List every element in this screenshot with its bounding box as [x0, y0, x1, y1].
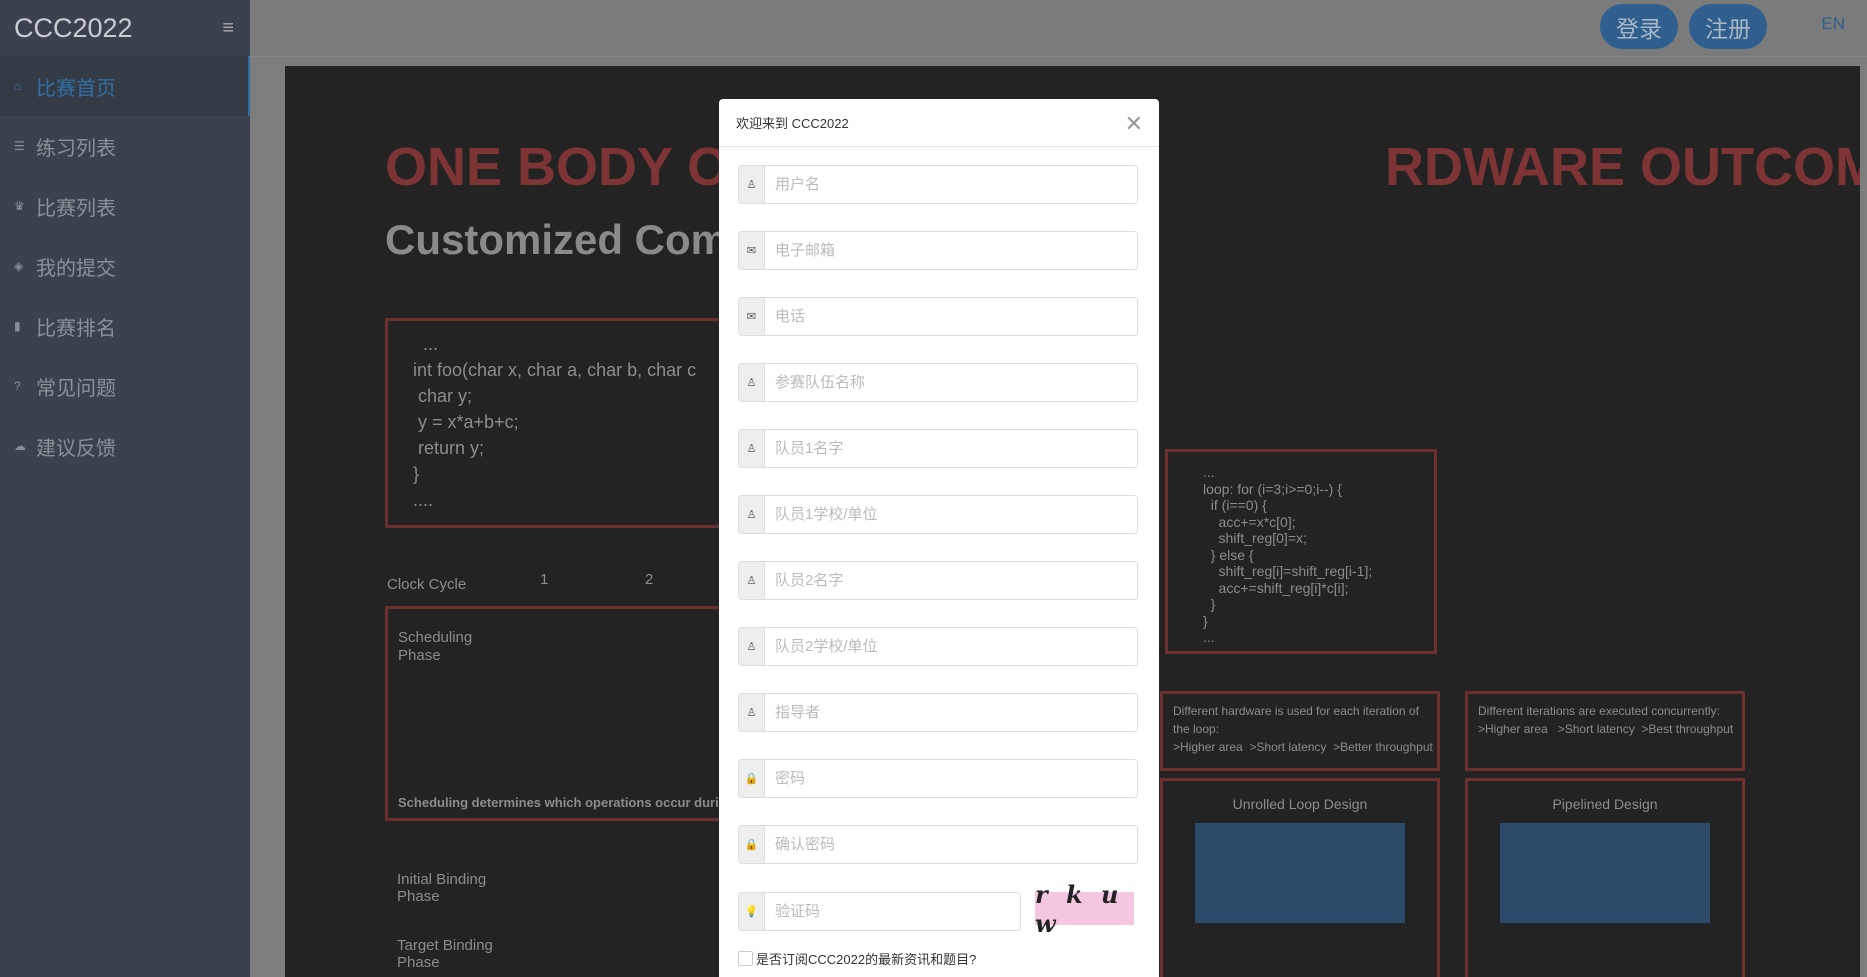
bar-chart-icon: ▮ [14, 319, 21, 333]
lightbulb-icon: 💡 [739, 893, 765, 930]
scheduling-box: Scheduling Phase Scheduling determines wh… [385, 606, 785, 821]
form-field: ✉ [738, 297, 1138, 336]
form-field: ♙ [738, 165, 1138, 204]
form-field: ♙ [738, 363, 1138, 402]
form-input[interactable] [765, 760, 1137, 797]
banner-title-right: RDWARE OUTCOMES [1385, 137, 1860, 197]
sidebar-item-label: 常见问题 [36, 377, 116, 400]
lock-icon: 🔒 [739, 760, 765, 797]
scheduling-label: Scheduling Phase [398, 629, 473, 664]
loop-code-block: ... loop: for (i=3;i>=0;i--) { if (i==0)… [1165, 449, 1437, 654]
envelope-icon: ✉ [739, 232, 765, 269]
modal-title: 欢迎来到 CCC2022 [736, 116, 849, 131]
form-input[interactable] [765, 826, 1137, 863]
form-input[interactable] [765, 562, 1137, 599]
layers-icon: ◈ [14, 259, 24, 273]
form-input[interactable] [765, 496, 1137, 533]
user-icon: ♙ [739, 166, 765, 203]
sidebar-item[interactable]: ⌂ 比赛首页 [0, 56, 250, 116]
sidebar-item-label: 比赛首页 [36, 77, 116, 100]
sidebar-item[interactable]: ♛ 比赛列表 [0, 176, 250, 236]
target-binding-label: Target Binding Phase [397, 937, 493, 971]
close-icon[interactable]: ✕ [1124, 111, 1143, 136]
divider [719, 146, 1159, 147]
lock-icon: 🔒 [739, 826, 765, 863]
trophy-icon: ♛ [14, 199, 25, 213]
logo: CCC2022 ≡ [0, 0, 250, 56]
form-input[interactable] [765, 298, 1137, 335]
subscribe-option[interactable]: 是否订阅CCC2022的最新资讯和题目? [738, 949, 976, 968]
cycle-label: 2 [645, 571, 654, 588]
list-icon: ☰ [14, 139, 25, 153]
form-field: ♙ [738, 693, 1138, 732]
unrolled-design: Unrolled Loop Design [1160, 778, 1440, 977]
sidebar-item[interactable]: ☰ 练习列表 [0, 116, 250, 176]
subscribe-checkbox[interactable] [738, 951, 753, 966]
question-icon: ? [14, 379, 21, 393]
menu-toggle-icon[interactable]: ≡ [222, 16, 234, 39]
user-icon: ♙ [739, 430, 765, 467]
user-icon: ♙ [739, 496, 765, 533]
sidebar-item-label: 比赛排名 [36, 317, 116, 340]
clock-cycle-label: Clock Cycle [387, 576, 467, 593]
form-input[interactable] [765, 166, 1137, 203]
scheduling-note: Scheduling determines which operations o… [398, 795, 746, 810]
form-input[interactable] [765, 364, 1137, 401]
sidebar-item[interactable]: ◈ 我的提交 [0, 236, 250, 296]
pipelined-title: Pipelined Design [1552, 796, 1658, 812]
form-field: ♙ [738, 627, 1138, 666]
form-field: ♙ [738, 495, 1138, 534]
sidebar-item-label: 我的提交 [36, 257, 116, 280]
cycle-label: 1 [540, 571, 549, 588]
user-icon: ♙ [739, 364, 765, 401]
initial-binding-label: Initial Binding Phase [397, 871, 487, 905]
login-button[interactable]: 登录 [1600, 4, 1678, 49]
user-icon: ♙ [739, 694, 765, 731]
form-field: 🔒 [738, 825, 1138, 864]
sidebar-item[interactable]: ? 常见问题 [0, 356, 250, 416]
sidebar-item-label: 建议反馈 [36, 437, 116, 460]
form-input[interactable] [765, 628, 1137, 665]
top-header: 登录 注册 EN [250, 0, 1867, 57]
form-input[interactable] [765, 694, 1137, 731]
captcha-image[interactable]: r k u w [1035, 880, 1134, 938]
pipelined-note: Different iterations are executed concur… [1465, 691, 1745, 771]
pipelined-design: Pipelined Design [1465, 778, 1745, 977]
form-input[interactable] [765, 232, 1137, 269]
form-field: ♙ [738, 561, 1138, 600]
sidebar-item[interactable]: ▮ 比赛排名 [0, 296, 250, 356]
envelope-icon: ✉ [739, 298, 765, 335]
captcha-field: 💡 [738, 892, 1021, 931]
form-field: ♙ [738, 429, 1138, 468]
user-icon: ♙ [739, 562, 765, 599]
sidebar-item-label: 比赛列表 [36, 197, 116, 220]
form-field: 🔒 [738, 759, 1138, 798]
sidebar-item-label: 练习列表 [36, 137, 116, 160]
form-input[interactable] [765, 430, 1137, 467]
register-button[interactable]: 注册 [1689, 4, 1767, 49]
subscribe-label: 是否订阅CCC2022的最新资讯和题目? [756, 952, 977, 967]
logo-text: CCC2022 [14, 12, 133, 43]
captcha-input[interactable] [765, 893, 1020, 930]
language-toggle[interactable]: EN [1821, 14, 1845, 33]
sidebar-item[interactable]: ☁ 建议反馈 [0, 416, 250, 476]
sidebar: CCC2022 ≡ ⌂ 比赛首页 ☰ 练习列表 ♛ 比赛列表 ◈ 我的提交 ▮ 比赛排名? 常见问题 ☁… [0, 0, 250, 977]
user-icon: ♙ [739, 628, 765, 665]
banner-subtitle: Customized Com [385, 216, 729, 263]
home-icon: ⌂ [14, 79, 22, 93]
banner-title: ONE BODY OF [385, 137, 763, 197]
cloud-icon: ☁ [14, 439, 26, 453]
unrolled-note: Different hardware is used for each iter… [1160, 691, 1440, 771]
form-field: ✉ [738, 231, 1138, 270]
register-modal: 欢迎来到 CCC2022 ✕ ♙ ✉ ✉ ♙ ♙ ♙ ♙ ♙ ♙ 🔒 🔒 💡 r k u w 是否订… [719, 99, 1159, 977]
unrolled-title: Unrolled Loop Design [1232, 796, 1368, 812]
